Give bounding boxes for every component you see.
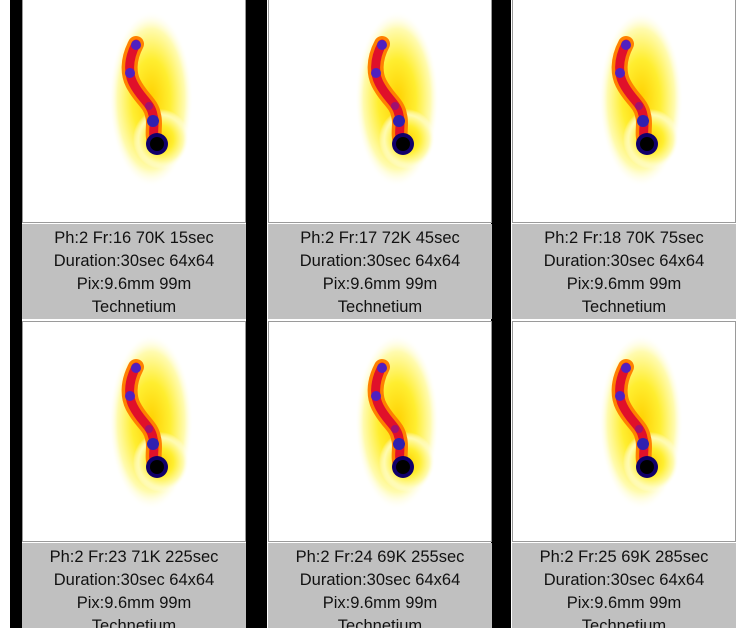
label-line: Duration:30sec 64x64 (299, 252, 461, 270)
label-line: Duration:30sec 64x64 (299, 571, 461, 589)
label-line: Pix:9.6mm 99m (76, 275, 192, 293)
scan-image (109, 11, 193, 187)
label-line: Technetium (337, 617, 423, 628)
frame-label: Ph:2 Fr:25 69K 285sec Duration:30sec 64x6… (512, 543, 736, 628)
label-line: Pix:9.6mm 99m (322, 594, 438, 612)
separator (491, 0, 511, 628)
frame-image (268, 0, 492, 223)
frame-image (512, 0, 736, 223)
label-line: Ph:2 Fr:25 69K 285sec (539, 548, 709, 566)
label-line: Duration:30sec 64x64 (543, 252, 705, 270)
label-line: Duration:30sec 64x64 (53, 571, 215, 589)
label-line: Ph:2 Fr:23 71K 225sec (49, 548, 219, 566)
scan-image (109, 334, 193, 510)
frame-label: Ph:2 Fr:23 71K 225sec Duration:30sec 64x6… (22, 543, 246, 628)
label-line: Pix:9.6mm 99m (322, 275, 438, 293)
label-line: Pix:9.6mm 99m (566, 275, 682, 293)
label-line: Technetium (337, 298, 423, 316)
label-line: Pix:9.6mm 99m (566, 594, 682, 612)
label-line: Ph:2 Fr:24 69K 255sec (295, 548, 465, 566)
label-line: Ph:2 Fr:16 70K 15sec (54, 229, 214, 247)
frame-image (512, 321, 736, 542)
frame-label: Ph:2 Fr:18 70K 75sec Duration:30sec 64x64… (512, 224, 736, 319)
label-line: Pix:9.6mm 99m (76, 594, 192, 612)
frame-label: Ph:2 Fr:17 72K 45sec Duration:30sec 64x64… (268, 224, 492, 319)
frame-image (268, 321, 492, 542)
label-line: Duration:30sec 64x64 (53, 252, 215, 270)
scan-image (599, 11, 683, 187)
frame-label: Ph:2 Fr:24 69K 255sec Duration:30sec 64x6… (268, 543, 492, 628)
label-line: Technetium (581, 617, 667, 628)
scan-image (355, 11, 439, 187)
label-line: Ph:2 Fr:17 72K 45sec (300, 229, 460, 247)
label-line: Technetium (91, 298, 177, 316)
scan-image (355, 334, 439, 510)
label-line: Technetium (581, 298, 667, 316)
scan-image (599, 334, 683, 510)
frame-image (22, 0, 246, 223)
frame-image (22, 321, 246, 542)
separator (246, 0, 267, 628)
label-line: Ph:2 Fr:18 70K 75sec (544, 229, 704, 247)
frame-label: Ph:2 Fr:16 70K 15sec Duration:30sec 64x64… (22, 224, 246, 319)
separator (10, 0, 22, 628)
label-line: Duration:30sec 64x64 (543, 571, 705, 589)
label-line: Technetium (91, 617, 177, 628)
